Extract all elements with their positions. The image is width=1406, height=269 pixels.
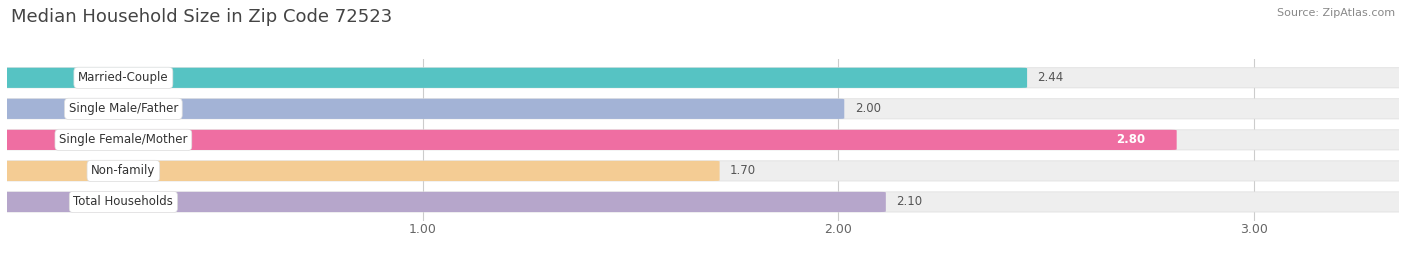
Text: Non-family: Non-family	[91, 164, 156, 178]
Text: 1.70: 1.70	[730, 164, 756, 178]
FancyBboxPatch shape	[1, 99, 1405, 119]
Text: 2.10: 2.10	[896, 196, 922, 208]
Text: Single Male/Father: Single Male/Father	[69, 102, 179, 115]
Text: Single Female/Mother: Single Female/Mother	[59, 133, 187, 146]
Text: 2.44: 2.44	[1038, 71, 1064, 84]
Text: Median Household Size in Zip Code 72523: Median Household Size in Zip Code 72523	[11, 8, 392, 26]
FancyBboxPatch shape	[1, 130, 1177, 150]
Text: Married-Couple: Married-Couple	[79, 71, 169, 84]
Text: 2.80: 2.80	[1116, 133, 1146, 146]
FancyBboxPatch shape	[1, 161, 1405, 181]
FancyBboxPatch shape	[1, 130, 1405, 150]
FancyBboxPatch shape	[1, 68, 1405, 88]
Text: 2.00: 2.00	[855, 102, 880, 115]
FancyBboxPatch shape	[1, 161, 720, 181]
FancyBboxPatch shape	[1, 192, 886, 212]
FancyBboxPatch shape	[1, 192, 1405, 212]
FancyBboxPatch shape	[1, 99, 844, 119]
Text: Total Households: Total Households	[73, 196, 173, 208]
Text: Source: ZipAtlas.com: Source: ZipAtlas.com	[1277, 8, 1395, 18]
FancyBboxPatch shape	[1, 68, 1028, 88]
